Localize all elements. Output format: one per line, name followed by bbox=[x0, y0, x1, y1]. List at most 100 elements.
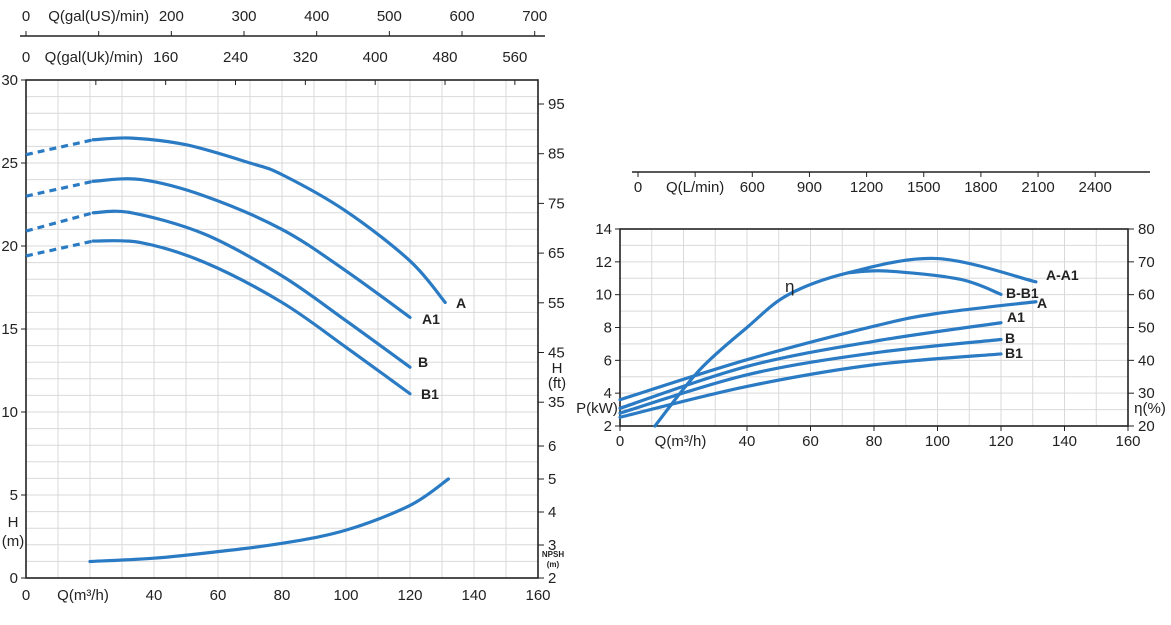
us-gallon-tick-label: 600 bbox=[450, 8, 475, 25]
uk-gallon-tick-label: 480 bbox=[433, 49, 458, 66]
head-chart: 051015202530H(m)35455565758595H(ft)23456… bbox=[1, 8, 566, 604]
power-axis-label: P(kW) bbox=[576, 400, 618, 417]
power-label-B: B bbox=[1005, 330, 1015, 346]
uk-gallon-tick-label: 560 bbox=[502, 49, 527, 66]
x-tick-label: 160 bbox=[525, 587, 550, 604]
power-curve-B bbox=[618, 337, 1003, 415]
x-tick-label: 40 bbox=[146, 587, 163, 604]
us-gallon-tick-label: 0 bbox=[22, 8, 30, 25]
efficiency-tick-label: 30 bbox=[1138, 385, 1155, 402]
y-tick-label: 20 bbox=[1, 238, 18, 255]
efficiency-tick-label: 60 bbox=[1138, 287, 1155, 304]
ft-tick-label: 75 bbox=[548, 195, 565, 212]
lmin-tick-label: 600 bbox=[740, 179, 765, 196]
us-gallon-tick-label: 700 bbox=[522, 8, 547, 25]
power-label-B1: B1 bbox=[1005, 345, 1023, 361]
efficiency-label-B-B1: B-B1 bbox=[1006, 285, 1039, 301]
x-tick-label: 80 bbox=[866, 433, 883, 450]
npsh-tick-label: 3 bbox=[548, 537, 556, 554]
us-gallon-tick-label: 400 bbox=[304, 8, 329, 25]
lmin-tick-label: 0 bbox=[634, 179, 642, 196]
ft-axis-label-h: H bbox=[552, 360, 563, 377]
y-axis-label-unit: (m) bbox=[2, 533, 25, 550]
us-gallon-tick-label: 500 bbox=[377, 8, 402, 25]
lmin-tick-label: 2100 bbox=[1021, 179, 1054, 196]
npsh-tick-label: 2 bbox=[548, 570, 556, 587]
efficiency-tick-label: 50 bbox=[1138, 320, 1155, 337]
power-label-A1: A1 bbox=[1007, 309, 1025, 325]
uk-gallon-tick-label: 240 bbox=[223, 49, 248, 66]
x-tick-label: 80 bbox=[274, 587, 291, 604]
y-tick-label: 10 bbox=[1, 404, 18, 421]
power-tick-label: 12 bbox=[595, 254, 612, 271]
x-tick-label: 0 bbox=[22, 587, 30, 604]
lmin-axis-label: Q(L/min) bbox=[666, 179, 724, 196]
x-tick-label: 160 bbox=[1115, 433, 1140, 450]
uk-gallon-axis-label: Q(gal(Uk)/min) bbox=[45, 49, 143, 66]
lmin-tick-label: 1200 bbox=[850, 179, 883, 196]
power-tick-label: 14 bbox=[595, 221, 612, 238]
curve-label-B1: B1 bbox=[421, 386, 439, 402]
x-tick-label: 40 bbox=[739, 433, 756, 450]
head-curve-B1 bbox=[91, 239, 412, 396]
efficiency-curve-A-A1 bbox=[653, 256, 1038, 428]
us-gallon-axis-label: Q(gal(US)/min) bbox=[48, 8, 149, 25]
lmin-tick-label: 1500 bbox=[907, 179, 940, 196]
head-curve-A bbox=[91, 136, 447, 305]
us-gallon-tick-label: 200 bbox=[159, 8, 184, 25]
curve-label-B: B bbox=[418, 354, 428, 370]
x-tick-label: 140 bbox=[461, 587, 486, 604]
lmin-tick-label: 2400 bbox=[1079, 179, 1112, 196]
us-gallon-tick-label: 300 bbox=[232, 8, 257, 25]
y-tick-label: 25 bbox=[1, 155, 18, 172]
lmin-tick-label: 1800 bbox=[964, 179, 997, 196]
head-curve-dashed-B bbox=[25, 211, 94, 233]
y-tick-label: 30 bbox=[1, 72, 18, 89]
x-tick-label: 60 bbox=[802, 433, 819, 450]
ft-tick-label: 95 bbox=[548, 96, 565, 113]
uk-gallon-tick-label: 320 bbox=[293, 49, 318, 66]
power-tick-label: 10 bbox=[595, 287, 612, 304]
efficiency-tick-label: 40 bbox=[1138, 352, 1155, 369]
ft-tick-label: 45 bbox=[548, 345, 565, 362]
uk-gallon-tick-label: 160 bbox=[153, 49, 178, 66]
x-tick-label: 60 bbox=[210, 587, 227, 604]
curve-label-A: A bbox=[456, 295, 466, 311]
head-curve-dashed-A bbox=[25, 138, 94, 157]
power-tick-label: 2 bbox=[604, 418, 612, 435]
ft-axis-label-unit: (ft) bbox=[548, 375, 566, 392]
ft-tick-label: 55 bbox=[548, 295, 565, 312]
x-axis-label: Q(m³/h) bbox=[655, 433, 707, 450]
head-curve-B bbox=[91, 209, 412, 369]
uk-gallon-tick-label: 400 bbox=[363, 49, 388, 66]
x-axis-label: Q(m³/h) bbox=[57, 587, 109, 604]
x-tick-label: 100 bbox=[925, 433, 950, 450]
y-axis-label-h: H bbox=[8, 514, 19, 531]
head-curve-dashed-B1 bbox=[25, 239, 94, 258]
power-tick-label: 6 bbox=[604, 352, 612, 369]
efficiency-tick-label: 80 bbox=[1138, 221, 1155, 238]
ft-tick-label: 85 bbox=[548, 146, 565, 163]
npsh-axis-label: NPSH bbox=[542, 550, 564, 559]
curve-label-A1: A1 bbox=[422, 311, 440, 327]
y-tick-label: 5 bbox=[10, 487, 18, 504]
power-efficiency-chart: 2 4 6 8 10 12 14 P(kW) 20 30 40 50 60 70 80 η(%) 0 40 60 80… bbox=[576, 171, 1166, 450]
npsh-tick-label: 6 bbox=[548, 438, 556, 455]
x-tick-label: 140 bbox=[1052, 433, 1077, 450]
efficiency-tick-label: 70 bbox=[1138, 254, 1155, 271]
power-label-A: A bbox=[1037, 295, 1047, 311]
x-tick-label: 120 bbox=[988, 433, 1013, 450]
head-curve-dashed-A1 bbox=[25, 179, 94, 198]
power-curve-B1 bbox=[618, 352, 1003, 419]
power-tick-label: 4 bbox=[604, 385, 612, 402]
x-tick-label: 0 bbox=[616, 433, 624, 450]
npsh-axis-unit: (m) bbox=[547, 560, 560, 569]
npsh-tick-label: 5 bbox=[548, 471, 556, 488]
y-tick-label: 15 bbox=[1, 321, 18, 338]
npsh-curve bbox=[88, 477, 450, 564]
uk-gallon-tick-label: 0 bbox=[22, 49, 30, 66]
efficiency-axis-label: η(%) bbox=[1134, 400, 1166, 417]
efficiency-tick-label: 20 bbox=[1138, 418, 1155, 435]
efficiency-curve-B-B1 bbox=[847, 269, 1003, 296]
eta-label: η bbox=[785, 277, 794, 296]
